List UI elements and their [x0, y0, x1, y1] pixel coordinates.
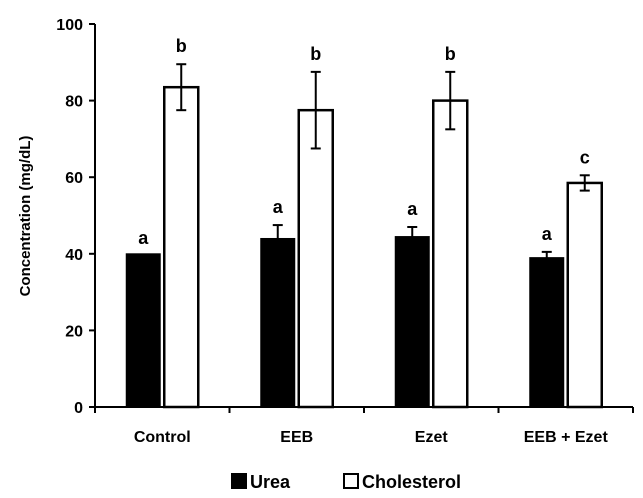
significance-label: a [138, 228, 149, 248]
x-tick-label: Control [134, 429, 191, 446]
legend-swatch-cholesterol [343, 473, 359, 489]
x-tick-label: EEB [280, 429, 313, 446]
bars [125, 63, 603, 409]
y-tick-label: 80 [65, 94, 83, 111]
bar-cholesterol [566, 181, 603, 409]
x-tick-label: EEB + Ezet [524, 429, 609, 446]
significance-label: a [407, 199, 418, 219]
bar-urea [125, 253, 161, 408]
y-tick-label: 20 [65, 323, 83, 340]
axes: 0 20 40 60 80 100 Control EEB Ezet EEB + Ezet [56, 17, 634, 446]
bar-cholesterol [432, 99, 469, 409]
legend: Urea Cholesterol [231, 472, 461, 492]
significance-label: a [273, 197, 284, 217]
significance-label: b [445, 44, 456, 64]
bar-cholesterol [297, 108, 334, 409]
x-tick-label: Ezet [415, 429, 449, 446]
significance-labels: a a a a b b b c [138, 36, 590, 248]
y-tick-label: 0 [74, 400, 83, 417]
bar-cholesterol [163, 85, 200, 409]
bar-urea [260, 237, 296, 408]
legend-swatch-urea [231, 473, 247, 489]
legend-label-cholesterol: Cholesterol [362, 472, 461, 492]
bar-urea [394, 236, 430, 408]
y-axis-title: Concentration (mg/dL) [17, 136, 34, 297]
significance-label: a [542, 224, 553, 244]
significance-label: b [176, 36, 187, 56]
significance-label: c [580, 147, 590, 167]
y-tick-label: 100 [56, 17, 83, 34]
significance-label: b [310, 44, 321, 64]
y-tick-label: 60 [65, 170, 83, 187]
legend-label-urea: Urea [250, 472, 291, 492]
y-tick-label: 40 [65, 247, 83, 264]
bar-urea [529, 257, 565, 408]
